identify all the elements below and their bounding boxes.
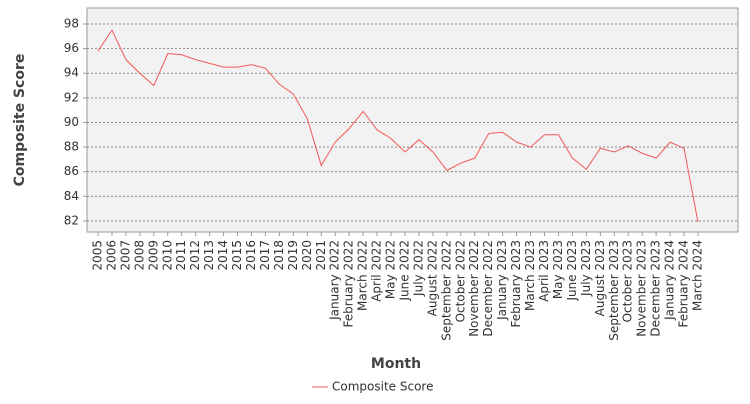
x-tick-label: February 2022 bbox=[342, 240, 356, 328]
x-tick-label: March 2023 bbox=[523, 240, 537, 311]
x-tick-label: July 2023 bbox=[579, 240, 593, 297]
x-tick-label: 2014 bbox=[216, 240, 230, 271]
x-tick-label: June 2023 bbox=[565, 240, 579, 302]
legend-label: Composite Score bbox=[332, 380, 433, 394]
x-tick-label: 2021 bbox=[314, 240, 328, 271]
x-tick-label: August 2022 bbox=[425, 240, 439, 316]
data-line bbox=[97, 29, 699, 223]
x-tick-label: 2006 bbox=[104, 240, 118, 271]
x-tick-label: February 2024 bbox=[677, 240, 691, 328]
x-tick-label: 2018 bbox=[272, 240, 286, 271]
y-tick-label: 90 bbox=[64, 115, 79, 129]
x-tick-label: January 2023 bbox=[495, 240, 509, 321]
x-tick-label: December 2023 bbox=[649, 240, 663, 337]
y-tick-label: 94 bbox=[64, 66, 79, 80]
y-tick-label: 88 bbox=[64, 140, 79, 154]
x-tick-label: May 2023 bbox=[551, 240, 565, 299]
x-tick-label: June 2022 bbox=[397, 240, 411, 302]
x-tick-label: February 2023 bbox=[509, 240, 523, 328]
x-tick-label: November 2022 bbox=[467, 240, 481, 337]
x-tick-label: April 2023 bbox=[537, 240, 551, 302]
x-tick-label: April 2022 bbox=[370, 240, 384, 302]
x-tick-label: 2007 bbox=[118, 240, 132, 271]
x-tick-label: 2012 bbox=[188, 240, 202, 271]
x-tick-label: January 2024 bbox=[663, 240, 677, 321]
x-tick-label: January 2022 bbox=[328, 240, 342, 321]
x-tick-label: 2008 bbox=[132, 240, 146, 271]
x-tick-label: 2011 bbox=[174, 240, 188, 271]
x-tick-label: 2017 bbox=[258, 240, 272, 271]
y-tick-label: 96 bbox=[64, 41, 79, 55]
x-tick-label: March 2022 bbox=[356, 240, 370, 311]
x-tick-label: 2015 bbox=[230, 240, 244, 271]
x-tick-label: July 2022 bbox=[411, 240, 425, 297]
x-tick-label: December 2022 bbox=[481, 240, 495, 337]
x-tick-label: March 2024 bbox=[691, 240, 705, 311]
x-tick-label: 2016 bbox=[244, 240, 258, 271]
x-tick-label: May 2022 bbox=[384, 240, 398, 299]
x-tick-label: 2013 bbox=[202, 240, 216, 271]
y-tick-label: 98 bbox=[64, 17, 79, 31]
x-tick-label: 2009 bbox=[146, 240, 160, 271]
x-tick-label: August 2023 bbox=[593, 240, 607, 316]
x-tick-label: November 2023 bbox=[635, 240, 649, 337]
x-tick-label: September 2022 bbox=[439, 240, 453, 341]
x-tick-label: October 2023 bbox=[621, 240, 635, 322]
y-tick-label: 84 bbox=[64, 189, 79, 203]
x-tick-label: October 2022 bbox=[453, 240, 467, 322]
x-tick-label: 2019 bbox=[286, 240, 300, 271]
y-tick-label: 86 bbox=[64, 164, 79, 178]
y-tick-label: 82 bbox=[64, 213, 79, 227]
x-tick-label: 2010 bbox=[160, 240, 174, 271]
x-tick-label: 2020 bbox=[300, 240, 314, 271]
x-axis-title: Month bbox=[371, 356, 421, 372]
plot-area bbox=[86, 7, 739, 233]
y-axis-title: Composite Score bbox=[12, 54, 28, 187]
x-tick-label: September 2023 bbox=[607, 240, 621, 341]
x-tick-label: 2005 bbox=[91, 240, 105, 271]
y-tick-label: 92 bbox=[64, 90, 79, 104]
